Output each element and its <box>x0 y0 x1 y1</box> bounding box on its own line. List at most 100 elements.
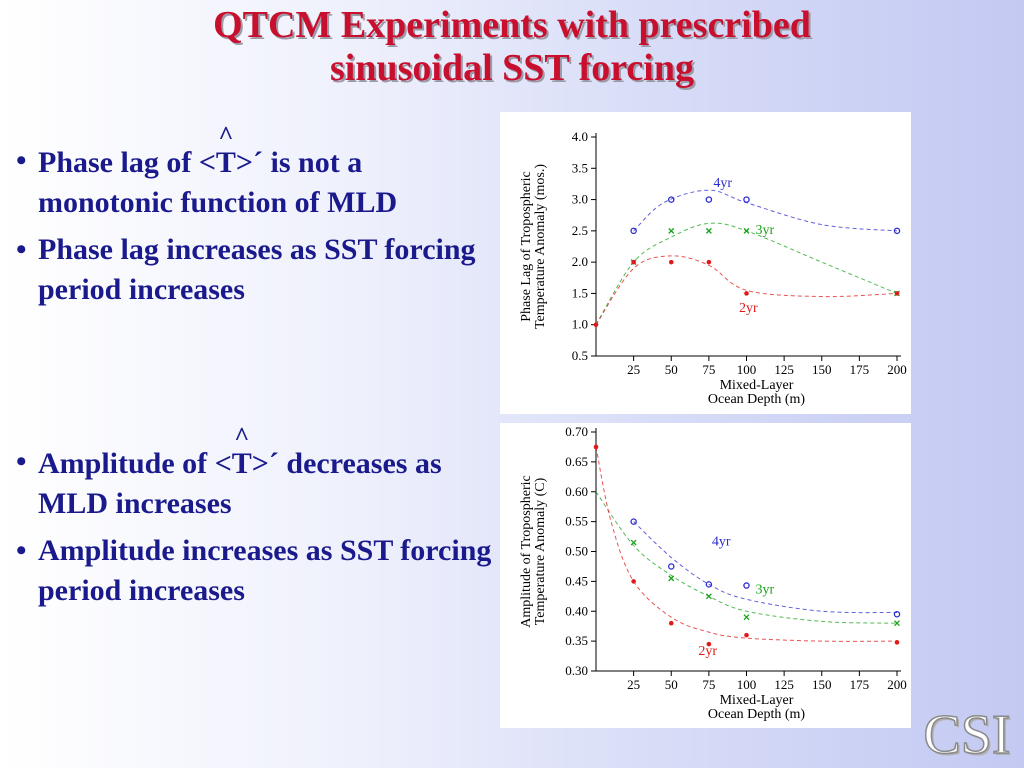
series-2yr-fit-line <box>595 255 898 325</box>
series-3yr-fit-line <box>595 491 898 624</box>
x-tick-label: 25 <box>627 362 640 377</box>
bullet-amplitude-decreases: Amplitude of ^<T>´ decreases as MLD incr… <box>16 424 496 524</box>
x-tick-label: 150 <box>812 362 832 377</box>
series-4yr-point <box>743 582 750 589</box>
y-tick-label: 2.5 <box>572 223 588 238</box>
bullet-text: decreases as MLD increases <box>38 447 442 520</box>
series-3yr-point <box>630 539 637 546</box>
series-4yr-point <box>893 610 901 618</box>
y-tick-label: 3.5 <box>572 160 588 175</box>
x-marker-stroke <box>668 227 675 234</box>
y-tick-label: 0.55 <box>565 514 588 529</box>
y-tick-label: 3.0 <box>572 192 588 207</box>
series-label-4yr: 4yr <box>712 535 731 550</box>
series-3yr-point <box>668 227 675 234</box>
t-symbol-text: <T> <box>198 146 254 179</box>
x-tick-label: 100 <box>737 677 757 692</box>
bullet-amplitude-increases: Amplitude increases as SST forcing perio… <box>16 531 496 611</box>
x-tick-label: 75 <box>702 362 715 377</box>
series-2yr-point <box>593 322 599 328</box>
x-tick-label: 75 <box>702 677 715 692</box>
bullet-text: Amplitude of <box>38 447 215 480</box>
y-axis-title: Temperature Anomaly (C) <box>533 477 548 625</box>
bullet-list-bottom: Amplitude of ^<T>´ decreases as MLD incr… <box>16 424 496 618</box>
series-3yr-point <box>743 227 750 234</box>
series-4yr-fit-line <box>633 521 898 614</box>
series-label-3yr: 3yr <box>756 223 775 238</box>
y-tick-label: 0.70 <box>565 424 588 439</box>
series-2yr-point <box>631 579 636 584</box>
x-tick-label: 200 <box>887 362 907 377</box>
t-hat-symbol: ^ <T> <box>198 123 254 183</box>
t-symbol-text: <T> <box>214 447 269 480</box>
series-2yr-point <box>668 620 674 626</box>
x-tick-label: 125 <box>774 362 794 377</box>
x-axis-title: Mixed-Layer <box>720 693 794 708</box>
series-4yr-point <box>705 196 713 203</box>
y-tick-label: 0.50 <box>565 544 588 559</box>
series-3yr-point <box>705 593 712 600</box>
phase-lag-chart: 0.5 1.0 1.5 2.0 2.5 3.0 3.5 4.0 25 50 75 100 125 150 1… <box>500 112 911 414</box>
series-2yr-point <box>706 259 712 265</box>
slide-title-line-1: QTCM Experiments with prescribed <box>213 4 811 46</box>
bullet-text: Phase lag of <box>38 146 199 179</box>
amplitude-chart-svg: 0.30 0.35 0.40 0.45 0.50 0.55 0.60 0.65 0.70 25 50… <box>519 424 907 722</box>
y-tick-label: 0.45 <box>565 573 588 588</box>
series-4yr-point <box>705 581 713 588</box>
x-marker-stroke <box>630 539 637 546</box>
series-3yr-point <box>668 575 675 582</box>
series-4yr-point <box>630 227 637 235</box>
series-label-2yr: 2yr <box>739 301 758 316</box>
x-axis-title: Mixed-Layer <box>720 378 794 393</box>
t-hat-symbol: ^ <T> <box>214 424 269 484</box>
series-2yr-fit-line <box>595 446 898 642</box>
x-axis-title: Ocean Depth (m) <box>708 707 806 722</box>
prime-mark: ´ <box>253 146 264 179</box>
x-marker-stroke <box>894 620 900 627</box>
series-label-2yr: 2yr <box>698 644 717 659</box>
y-tick-label: 2.0 <box>572 254 588 269</box>
bullet-list-top: Phase lag of ^<T>´ is not a monotonic fu… <box>16 123 496 317</box>
x-tick-label: 200 <box>887 677 907 692</box>
y-tick-label: 0.40 <box>565 603 588 618</box>
x-tick-label: 50 <box>665 362 678 377</box>
amplitude-chart: 0.30 0.35 0.40 0.45 0.50 0.55 0.60 0.65 0.70 25 50… <box>500 423 911 728</box>
series-3yr-point <box>894 620 900 627</box>
bullet-phase-lag-monotonic: Phase lag of ^<T>´ is not a monotonic fu… <box>16 123 496 223</box>
slide-title-line-2: sinusoidal SST forcing <box>330 47 694 89</box>
csi-logo: CSI <box>923 704 1012 766</box>
series-4yr-point <box>667 196 675 203</box>
x-tick-label: 150 <box>812 677 832 692</box>
y-tick-label: 4.0 <box>572 129 588 144</box>
series-2yr-point <box>744 291 749 296</box>
series-2yr-point <box>668 259 674 265</box>
hat-accent: ^ <box>218 121 234 150</box>
y-tick-label: 0.5 <box>572 348 588 363</box>
series-2yr-point <box>593 444 599 450</box>
x-marker-stroke <box>668 575 675 582</box>
y-axis-title: Phase Lag of Tropospheric <box>519 171 534 322</box>
series-label-4yr: 4yr <box>713 176 732 191</box>
x-tick-label: 50 <box>665 677 678 692</box>
x-marker-stroke <box>743 614 750 621</box>
slide-title: QTCM Experiments with prescribed sinusoi… <box>0 4 1024 90</box>
series-2yr-point <box>706 641 712 647</box>
y-axis-title: Temperature Anomaly (mos.) <box>533 164 548 329</box>
series-4yr-fit-line <box>633 189 898 232</box>
series-2yr-point <box>894 291 900 296</box>
y-tick-label: 1.5 <box>572 285 588 300</box>
series-2yr-point <box>744 632 749 638</box>
series-4yr-point <box>667 563 675 570</box>
series-2yr-point <box>631 259 636 265</box>
y-tick-label: 1.0 <box>572 317 588 332</box>
y-tick-label: 0.60 <box>565 484 588 499</box>
bullet-phase-lag-increases: Phase lag increases as SST forcing perio… <box>16 230 496 310</box>
series-2yr-point <box>894 640 900 645</box>
y-tick-label: 0.30 <box>565 663 588 678</box>
phase-lag-chart-svg: 0.5 1.0 1.5 2.0 2.5 3.0 3.5 4.0 25 50 75 100 125 150 1… <box>519 129 907 407</box>
series-4yr-point <box>743 196 750 203</box>
x-tick-label: 175 <box>850 677 870 692</box>
series-3yr-point <box>743 614 750 621</box>
series-3yr-point <box>705 227 712 234</box>
x-axis-title: Ocean Depth (m) <box>708 392 806 407</box>
